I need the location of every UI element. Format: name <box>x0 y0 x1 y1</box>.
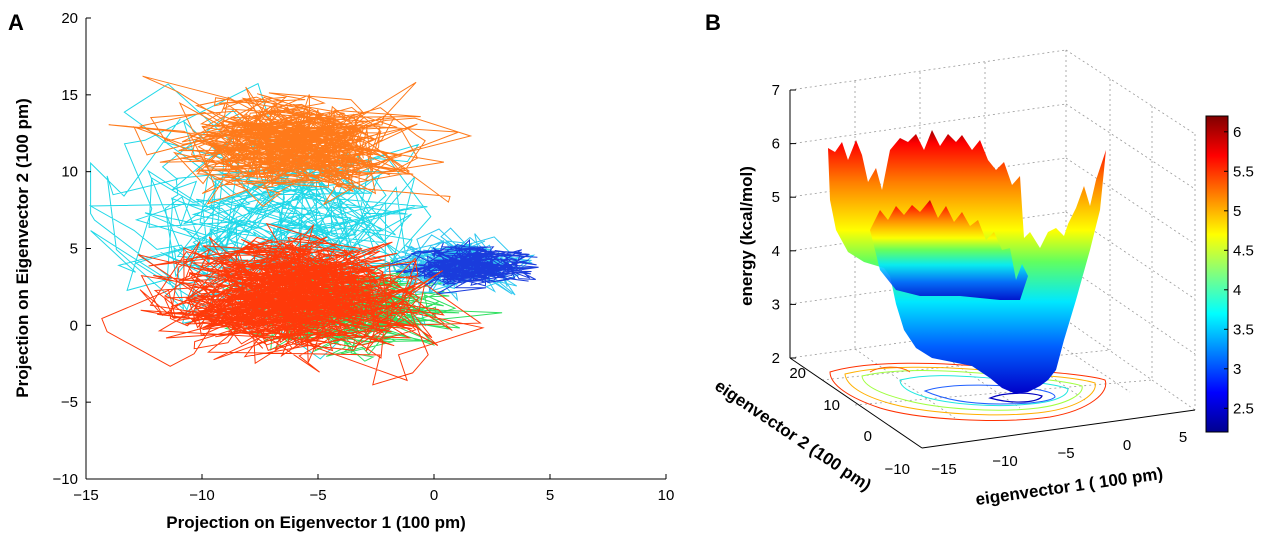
floor-contours <box>829 362 1107 421</box>
y3d-tick-label: 10 <box>823 397 840 414</box>
x-tick-label: 0 <box>430 487 438 504</box>
colorbar-tick-label: 5 <box>1233 203 1241 220</box>
x-ticks: −15 −10 −5 0 5 10 <box>73 474 674 504</box>
trajectory-series <box>101 222 485 386</box>
z-tick-label: 3 <box>772 296 780 313</box>
y3d-tick-label: 0 <box>864 428 872 445</box>
x3d-tick-label: 5 <box>1179 429 1187 446</box>
x3d-axis-line <box>921 409 1196 449</box>
y3d-axis-label: eigenvector 2 (100 pm) <box>711 376 874 495</box>
y-tick-label: 10 <box>61 164 78 181</box>
x-tick-label: 5 <box>546 487 554 504</box>
z-tick-label: 5 <box>772 189 780 206</box>
x3d-tick-label: −15 <box>931 461 956 478</box>
trajectory-lines <box>88 75 539 386</box>
x3d-axis-label: eigenvector 1 ( 100 pm) <box>974 464 1164 509</box>
colorbar-tick-label: 4 <box>1233 282 1241 299</box>
colorbar-ticks: 2.5 3 3.5 4 4.5 5 5.5 6 <box>1224 124 1254 417</box>
panel-b-plot: 2 3 4 5 6 7 −10 0 10 20 −15 −10 −5 0 5 energy (kcal/… <box>711 49 1254 509</box>
x-axis-label: Projection on Eigenvector 1 (100 pm) <box>166 513 465 532</box>
colorbar-tick-label: 6 <box>1233 124 1241 141</box>
y-tick-label: −5 <box>61 394 78 411</box>
colorbar-tick-label: 3 <box>1233 361 1241 378</box>
panel-label-a: A <box>8 10 24 35</box>
y-tick-label: 15 <box>61 87 78 104</box>
x-tick-label: 10 <box>658 487 675 504</box>
colorbar-tick-label: 2.5 <box>1233 400 1254 417</box>
panel-label-b: B <box>705 10 721 35</box>
x-tick-label: −15 <box>73 487 98 504</box>
x-tick-label: −5 <box>309 487 326 504</box>
colorbar-tick-label: 4.5 <box>1233 242 1254 259</box>
y-tick-label: −10 <box>53 471 78 488</box>
energy-surface <box>828 130 1106 394</box>
colorbar <box>1205 115 1229 433</box>
z-tick-label: 2 <box>772 350 780 367</box>
y-tick-label: 0 <box>70 317 78 334</box>
y-tick-label: 20 <box>61 10 78 27</box>
trajectory-series <box>108 75 473 207</box>
x3d-tick-label: 0 <box>1123 437 1131 454</box>
trajectory-series <box>386 238 539 295</box>
colorbar-tick-label: 3.5 <box>1233 321 1254 338</box>
z-tick-label: 7 <box>772 82 780 99</box>
z-tick-label: 6 <box>772 136 780 153</box>
z-tick-label: 4 <box>772 243 780 260</box>
z-ticks: 2 3 4 5 6 7 <box>772 82 796 367</box>
x3d-tick-label: −5 <box>1057 445 1074 462</box>
y-tick-label: 5 <box>70 241 78 258</box>
y-ticks: −10 −5 0 5 10 15 20 <box>53 10 91 488</box>
x3d-ticks: −15 −10 −5 0 5 <box>931 429 1187 478</box>
y3d-tick-label: −10 <box>885 461 910 478</box>
y-axis-label: Projection on Eigenvector 2 (100 pm) <box>13 98 32 397</box>
y3d-tick-label: 20 <box>789 365 806 382</box>
colorbar-tick-label: 5.5 <box>1233 163 1254 180</box>
z-axis-label: energy (kcal/mol) <box>737 166 756 306</box>
y3d-ticks: −10 0 10 20 <box>789 365 910 478</box>
y3d-axis-line <box>789 357 923 449</box>
x-tick-label: −10 <box>189 487 214 504</box>
x3d-tick-label: −10 <box>992 453 1017 470</box>
